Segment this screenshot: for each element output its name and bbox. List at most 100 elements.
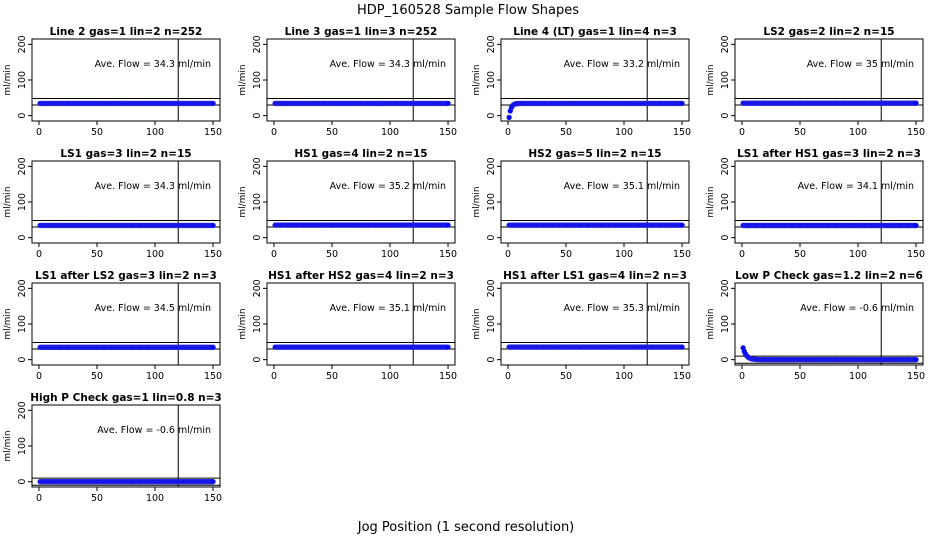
- panel-3: Line 4 (LT) gas=1 lin=4 n=3 0 50 100 150 0 100…: [472, 26, 691, 138]
- y-tick-label: 100: [252, 315, 263, 333]
- average-flow-annotation: Ave. Flow = 34.3 ml/min: [95, 59, 211, 70]
- data-point: [679, 222, 685, 228]
- panel-title: HS1 after HS2 gas=4 lin=2 n=3: [268, 270, 454, 282]
- data-series: [740, 222, 919, 229]
- x-tick-label: 50: [91, 371, 103, 382]
- y-tick-label: 100: [720, 315, 731, 333]
- y-tick-label: 100: [486, 315, 497, 333]
- x-tick-label: 50: [794, 127, 806, 138]
- y-tick-label: 0: [17, 235, 28, 241]
- average-flow-annotation: Ave. Flow = 35.1 ml/min: [330, 303, 446, 314]
- y-axis-label: ml/min: [472, 64, 482, 95]
- panel-title: HS1 after LS1 gas=4 lin=2 n=3: [503, 270, 687, 282]
- data-point: [913, 356, 919, 363]
- x-tick-label: 150: [907, 371, 925, 382]
- x-tick-label: 50: [91, 249, 103, 260]
- x-tick-label: 0: [739, 127, 745, 138]
- average-flow-annotation: Ave. Flow = 34.3 ml/min: [330, 59, 446, 70]
- x-tick-label: 0: [36, 127, 42, 138]
- panel-frame: [500, 282, 690, 366]
- x-tick-label: 150: [439, 249, 457, 260]
- x-tick-label: 50: [91, 493, 103, 504]
- x-tick-label: 100: [849, 127, 867, 138]
- y-tick-label: 0: [486, 113, 497, 119]
- x-tick-label: 50: [326, 371, 338, 382]
- panel-title: HS1 gas=4 lin=2 n=15: [294, 148, 427, 160]
- data-series: [37, 222, 216, 229]
- panel-title: LS2 gas=2 lin=2 n=15: [763, 26, 894, 38]
- panel-title: High P Check gas=1 lin=0.8 n=3: [30, 392, 221, 404]
- y-tick-label: 100: [17, 193, 28, 211]
- average-flow-annotation: Ave. Flow = 35.1 ml/min: [564, 181, 680, 192]
- y-tick-label: 0: [17, 479, 28, 485]
- x-tick-label: 100: [849, 249, 867, 260]
- y-tick-label: 0: [252, 113, 263, 119]
- x-tick-label: 50: [560, 371, 572, 382]
- x-tick-label: 50: [794, 371, 806, 382]
- panel-title: LS1 after HS1 gas=3 lin=2 n=3: [737, 148, 921, 160]
- data-series: [506, 344, 685, 350]
- x-tick-label: 0: [36, 371, 42, 382]
- x-tick-label: 100: [615, 371, 633, 382]
- data-series: [37, 100, 216, 107]
- panel-frame: [31, 282, 221, 366]
- x-tick-label: 100: [615, 127, 633, 138]
- x-tick-label: 150: [439, 127, 457, 138]
- y-tick-label: 0: [17, 113, 28, 119]
- x-tick-label: 0: [271, 371, 277, 382]
- x-tick-label: 150: [907, 249, 925, 260]
- y-tick-label: 0: [720, 235, 731, 241]
- y-tick-label: 200: [252, 157, 263, 175]
- data-point: [445, 344, 451, 350]
- data-series: [272, 100, 451, 107]
- panel-1: Line 2 gas=1 lin=2 n=252 0 50 100 150 0 100 200…: [3, 26, 222, 138]
- x-tick-label: 50: [91, 127, 103, 138]
- y-tick-label: 200: [720, 35, 731, 53]
- average-flow-annotation: Ave. Flow = 34.5 ml/min: [95, 303, 211, 314]
- panel-title: Line 2 gas=1 lin=2 n=252: [50, 26, 203, 38]
- x-tick-label: 100: [381, 249, 399, 260]
- y-tick-label: 0: [720, 357, 731, 363]
- panel-title: Line 3 gas=1 lin=3 n=252: [285, 26, 438, 38]
- x-tick-label: 100: [146, 249, 164, 260]
- x-tick-label: 100: [146, 371, 164, 382]
- panel-8: LS1 after HS1 gas=3 lin=2 n=3 0 50 100 150 0 1…: [706, 148, 925, 260]
- y-axis-label: ml/min: [238, 308, 248, 339]
- data-point: [679, 344, 685, 350]
- y-tick-label: 100: [720, 193, 731, 211]
- x-tick-label: 100: [146, 493, 164, 504]
- x-tick-label: 0: [739, 249, 745, 260]
- data-point: [913, 222, 919, 229]
- x-tick-label: 0: [271, 127, 277, 138]
- x-tick-label: 150: [673, 127, 691, 138]
- y-tick-label: 100: [486, 193, 497, 211]
- panel-5: LS1 gas=3 lin=2 n=15 0 50 100 150 0 100 200 ml/m…: [3, 148, 222, 260]
- panel-frame: [734, 282, 924, 366]
- panel-title: Low P Check gas=1.2 lin=2 n=6: [735, 270, 923, 282]
- x-tick-label: 100: [146, 127, 164, 138]
- panel-frame: [734, 38, 924, 122]
- y-axis-label: ml/min: [472, 186, 482, 217]
- x-tick-label: 150: [204, 371, 222, 382]
- panel-4: LS2 gas=2 lin=2 n=15 0 50 100 150 0 100 200 ml/m…: [706, 26, 925, 138]
- panel-12: Low P Check gas=1.2 lin=2 n=6 0 50 100 150 0 1…: [706, 270, 925, 382]
- y-tick-label: 200: [17, 35, 28, 53]
- y-axis-label: ml/min: [3, 430, 13, 461]
- y-tick-label: 100: [486, 71, 497, 89]
- data-point: [445, 222, 451, 228]
- data-series: [37, 344, 216, 351]
- x-tick-label: 150: [673, 371, 691, 382]
- x-tick-label: 50: [560, 127, 572, 138]
- panel-7: HS2 gas=5 lin=2 n=15 0 50 100 150 0 100 200 ml/m…: [472, 148, 691, 260]
- x-tick-label: 150: [204, 493, 222, 504]
- y-axis-label: ml/min: [472, 308, 482, 339]
- y-tick-label: 200: [252, 35, 263, 53]
- x-tick-label: 0: [36, 493, 42, 504]
- panel-frame: [31, 404, 221, 488]
- x-tick-label: 0: [505, 371, 511, 382]
- average-flow-annotation: Ave. Flow = 35.3 ml/min: [564, 303, 680, 314]
- average-flow-annotation: Ave. Flow = 33.2 ml/min: [564, 59, 680, 70]
- panel-frame: [266, 282, 456, 366]
- panel-title: LS1 after LS2 gas=3 lin=2 n=3: [35, 270, 217, 282]
- panel-2: Line 3 gas=1 lin=3 n=252 0 50 100 150 0 100 200…: [238, 26, 457, 138]
